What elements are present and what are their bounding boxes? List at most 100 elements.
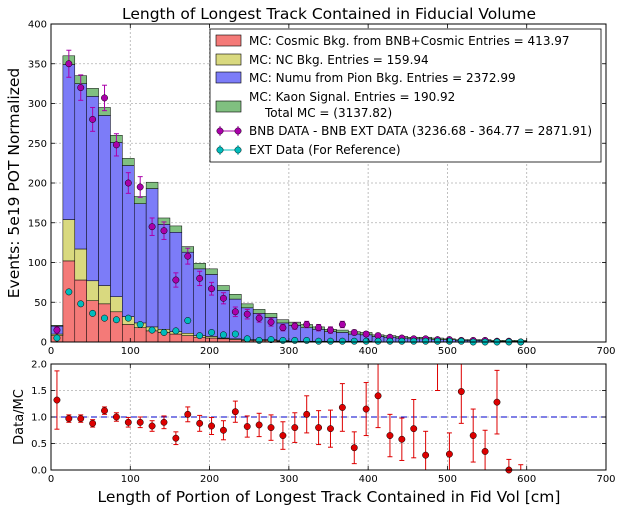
- point-bnb: [208, 285, 216, 293]
- legend-swatch-numu: [215, 71, 242, 84]
- bar-kaon: [217, 285, 230, 291]
- bar-kaon: [241, 303, 254, 309]
- ratio-point: [350, 444, 358, 452]
- point-ext: [196, 332, 204, 340]
- point-ext: [327, 337, 334, 345]
- ratio-x-tick-label: 300: [279, 474, 298, 485]
- ratio-point: [231, 408, 239, 416]
- point-ext: [350, 337, 358, 345]
- ratio-x-tick-label: 400: [359, 474, 378, 485]
- ratio-point: [291, 424, 299, 432]
- ratio-point: [101, 407, 108, 415]
- bar-kaon: [193, 263, 206, 270]
- point-bnb: [327, 326, 334, 334]
- ratio-point: [362, 405, 370, 413]
- ratio-point: [303, 410, 311, 418]
- bar-cosmic: [86, 300, 99, 343]
- point-bnb: [196, 274, 204, 282]
- ratio-point: [53, 396, 61, 404]
- bar-kaon: [229, 294, 242, 300]
- point-ext: [124, 314, 132, 322]
- y-tick-label: 50: [34, 298, 47, 309]
- legend-swatch-nc: [215, 53, 242, 66]
- ratio-point: [124, 418, 132, 426]
- y-tick-label: 350: [28, 59, 47, 70]
- ratio-point: [65, 415, 73, 423]
- ratio-x-tick-label: 100: [121, 474, 140, 485]
- ratio-y-tick-label: 0.0: [31, 466, 47, 477]
- ratio-x-tick-label: 600: [517, 474, 536, 485]
- point-bnb: [101, 94, 108, 102]
- point-bnb: [53, 326, 61, 334]
- point-ext: [89, 309, 97, 317]
- point-bnb: [338, 321, 346, 328]
- ratio-point: [445, 450, 453, 458]
- bar-cosmic: [98, 303, 111, 343]
- x-tick-label: 400: [359, 346, 378, 357]
- ratio-x-tick-label: 200: [200, 474, 219, 485]
- bar-numu: [110, 142, 123, 297]
- point-ext: [434, 337, 441, 345]
- point-bnb: [148, 223, 156, 231]
- bar-kaon: [276, 319, 290, 324]
- y-tick-label: 200: [28, 179, 47, 190]
- legend-swatch-kaon: [215, 100, 242, 113]
- point-bnb: [160, 227, 168, 235]
- legend-marker-bnb: [216, 126, 242, 136]
- legend-label-ext: EXT Data (For Reference): [249, 143, 401, 157]
- ratio-point: [422, 451, 430, 459]
- bar-kaon: [169, 225, 183, 233]
- ratio-point: [148, 422, 156, 430]
- point-ext: [422, 337, 430, 345]
- point-bnb: [303, 321, 311, 328]
- point-ext: [303, 336, 311, 344]
- point-ext: [255, 336, 263, 344]
- x-tick-label: 600: [517, 346, 536, 357]
- point-bnb: [291, 322, 299, 330]
- ratio-point: [184, 410, 192, 418]
- y-tick-label: 250: [28, 139, 47, 150]
- ratio-y-tick-label: 0.5: [31, 439, 47, 450]
- legend-label-numu: MC: Numu from Pion Bkg. Entries = 2372.9…: [249, 71, 516, 85]
- y-tick-label: 400: [28, 20, 47, 31]
- bar-numu: [62, 64, 76, 220]
- point-ext: [208, 329, 216, 336]
- y-tick-label: 150: [28, 218, 47, 229]
- bar-nc: [181, 333, 194, 336]
- y-tick-label: 300: [28, 99, 47, 110]
- ratio-point: [338, 404, 346, 411]
- point-bnb: [112, 141, 120, 149]
- bar-numu: [157, 224, 171, 330]
- point-ext: [219, 331, 227, 339]
- bar-numu: [74, 83, 87, 250]
- bar-cosmic: [74, 279, 87, 343]
- legend-label-nc: MC: NC Bkg. Entries = 159.94: [249, 53, 429, 67]
- ratio-point: [112, 413, 120, 421]
- point-ext: [160, 329, 168, 336]
- ratio-point: [160, 418, 168, 426]
- point-ext: [338, 337, 346, 345]
- ratio-point: [255, 421, 263, 429]
- ratio-y-tick-label: 1.5: [31, 386, 47, 397]
- point-bnb: [136, 183, 144, 191]
- bar-nc: [86, 280, 99, 301]
- legend-label-kaon: MC: Kaon Signal. Entries = 190.92: [249, 90, 455, 104]
- ratio-point: [469, 432, 477, 439]
- ratio-point: [398, 435, 406, 443]
- bar-nc: [74, 248, 87, 281]
- bar-cosmic: [122, 324, 135, 343]
- bar-numu: [98, 115, 111, 286]
- ratio-x-tick-label: 700: [596, 474, 615, 485]
- legend-label-bnb: BNB DATA - BNB EXT DATA (3236.68 - 364.7…: [249, 124, 592, 138]
- ratio-x-tick-label: 0: [48, 474, 54, 485]
- ratio-axis-ticks: 0 100 200 300 400 500 600 700 0.0 0.5 1.0 1.5 2.0: [31, 360, 615, 486]
- ratio-point: [374, 392, 382, 400]
- ratio-point: [457, 388, 465, 396]
- point-bnb: [279, 324, 287, 332]
- bar-kaon: [50, 325, 64, 327]
- ratio-point: [196, 419, 204, 427]
- point-ext: [136, 321, 144, 328]
- point-ext: [386, 337, 394, 345]
- ratio-point: [77, 415, 85, 423]
